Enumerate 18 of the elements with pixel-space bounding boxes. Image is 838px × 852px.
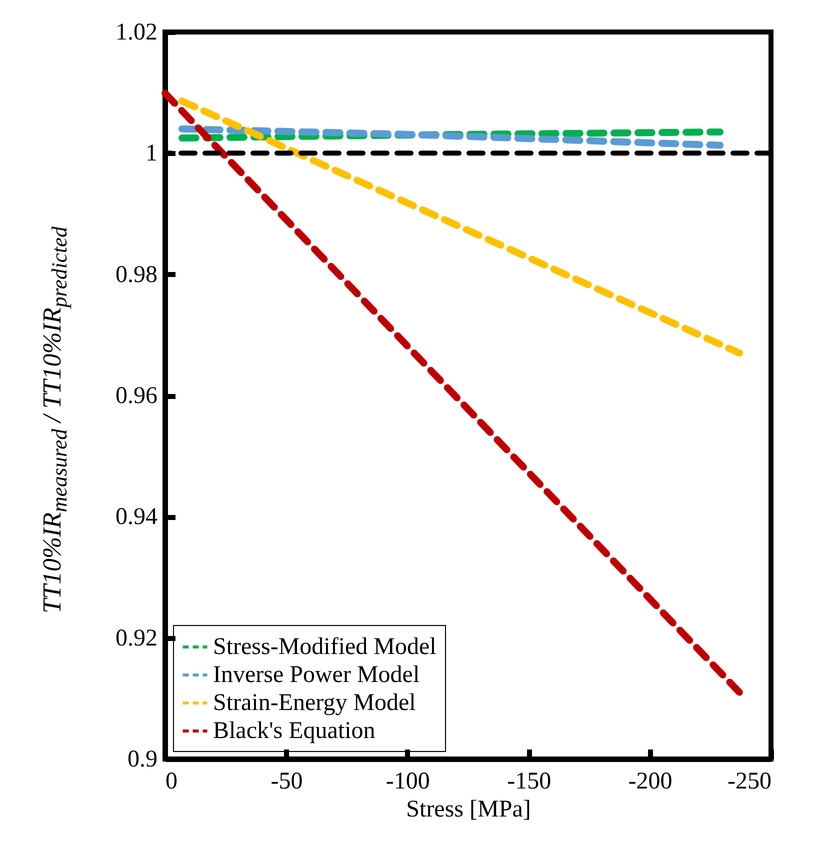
y-tick-label: 0.96 <box>116 383 158 409</box>
legend-label: Inverse Power Model <box>213 662 420 688</box>
legend-label: Strain-Energy Model <box>213 690 416 716</box>
y-tick-label: 0.9 <box>128 746 158 772</box>
x-tick-label: -50 <box>270 768 303 794</box>
x-tick-label: -150 <box>507 768 552 794</box>
y-tick-label: 1.02 <box>116 20 158 46</box>
y-tick-label: 0.94 <box>116 504 158 530</box>
legend-label: Black's Equation <box>213 718 376 744</box>
x-axis-title: Stress [MPa] <box>406 796 531 822</box>
y-tick-label: 0.92 <box>116 625 158 652</box>
x-tick-label: -200 <box>628 768 672 794</box>
y-tick-label: 1 <box>146 140 158 167</box>
x-tick-label: -100 <box>386 768 430 794</box>
y-tick-label: 0.98 <box>116 262 158 288</box>
x-tick-label: -250 <box>728 768 772 794</box>
legend-label: Stress-Modified Model <box>213 634 437 660</box>
x-tick-label: 0 <box>166 768 178 794</box>
